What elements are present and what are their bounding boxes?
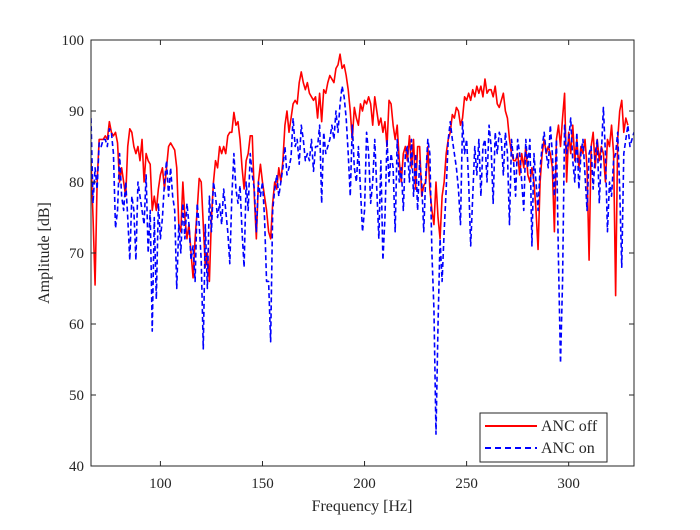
legend[interactable]: ANC off ANC on <box>479 412 608 463</box>
y-axis-label: Amplitude [dB] <box>36 202 53 304</box>
x-tick-label: 250 <box>455 476 478 492</box>
x-tick-label: 150 <box>251 476 274 492</box>
legend-label-anc-on: ANC on <box>541 440 595 457</box>
tick-layer: 100 150 200 250 300 40 50 60 70 80 90 100 <box>62 33 634 492</box>
y-tick-label: 90 <box>69 104 84 120</box>
series-line-anc-off <box>91 53 629 297</box>
x-tick-label: 200 <box>353 476 376 492</box>
y-tick-label: 80 <box>69 175 84 191</box>
x-tick-label: 300 <box>557 476 580 492</box>
plot-area <box>91 40 634 466</box>
x-tick-label: 100 <box>149 476 172 492</box>
y-tick-label: 40 <box>69 459 84 475</box>
y-tick-label: 70 <box>69 246 84 262</box>
y-tick-label: 50 <box>69 388 84 404</box>
y-tick-label: 100 <box>62 33 85 49</box>
x-axis-label: Frequency [Hz] <box>312 498 413 515</box>
series-line-anc-on <box>91 85 634 435</box>
series-layer <box>91 53 634 435</box>
legend-box <box>479 412 608 463</box>
legend-label-anc-off: ANC off <box>541 418 598 435</box>
y-tick-label: 60 <box>69 317 84 333</box>
